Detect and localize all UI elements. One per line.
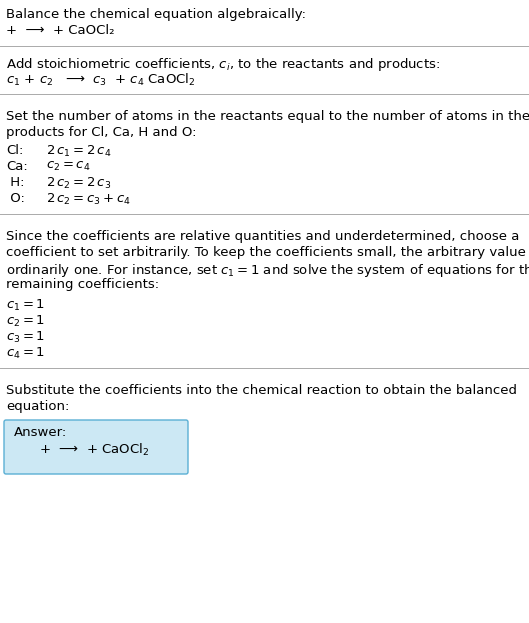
Text: +  ⟶  + CaOCl$_2$: + ⟶ + CaOCl$_2$ [14,442,149,458]
Text: Add stoichiometric coefficients, $c_i$, to the reactants and products:: Add stoichiometric coefficients, $c_i$, … [6,56,440,73]
Text: Cl:: Cl: [6,144,23,157]
Text: O:: O: [6,192,25,205]
Text: Answer:: Answer: [14,426,67,439]
Text: Substitute the coefficients into the chemical reaction to obtain the balanced: Substitute the coefficients into the che… [6,384,517,397]
Text: $c_1$ + $c_2$   ⟶  $c_3$  + $c_4$ CaOCl$_2$: $c_1$ + $c_2$ ⟶ $c_3$ + $c_4$ CaOCl$_2$ [6,72,195,88]
Text: Since the coefficients are relative quantities and underdetermined, choose a: Since the coefficients are relative quan… [6,230,519,243]
Text: Ca:: Ca: [6,160,28,173]
Text: equation:: equation: [6,400,69,413]
Text: $c_4 = 1$: $c_4 = 1$ [6,346,45,361]
Text: +  ⟶  + CaOCl₂: + ⟶ + CaOCl₂ [6,24,114,37]
Text: $c_1 = 1$: $c_1 = 1$ [6,298,45,313]
Text: $c_2 = 1$: $c_2 = 1$ [6,314,45,329]
Text: $c_3 = 1$: $c_3 = 1$ [6,330,45,345]
Text: products for Cl, Ca, H and O:: products for Cl, Ca, H and O: [6,126,196,139]
Text: Balance the chemical equation algebraically:: Balance the chemical equation algebraica… [6,8,306,21]
Text: $2\,c_2 = 2\,c_3$: $2\,c_2 = 2\,c_3$ [46,176,112,191]
Text: remaining coefficients:: remaining coefficients: [6,278,159,291]
Text: ordinarily one. For instance, set $c_1 = 1$ and solve the system of equations fo: ordinarily one. For instance, set $c_1 =… [6,262,529,279]
FancyBboxPatch shape [4,420,188,474]
Text: coefficient to set arbitrarily. To keep the coefficients small, the arbitrary va: coefficient to set arbitrarily. To keep … [6,246,529,259]
Text: H:: H: [6,176,24,189]
Text: $c_2 = c_4$: $c_2 = c_4$ [46,160,90,173]
Text: $2\,c_1 = 2\,c_4$: $2\,c_1 = 2\,c_4$ [46,144,112,159]
Text: $2\,c_2 = c_3 + c_4$: $2\,c_2 = c_3 + c_4$ [46,192,131,207]
Text: Set the number of atoms in the reactants equal to the number of atoms in the: Set the number of atoms in the reactants… [6,110,529,123]
